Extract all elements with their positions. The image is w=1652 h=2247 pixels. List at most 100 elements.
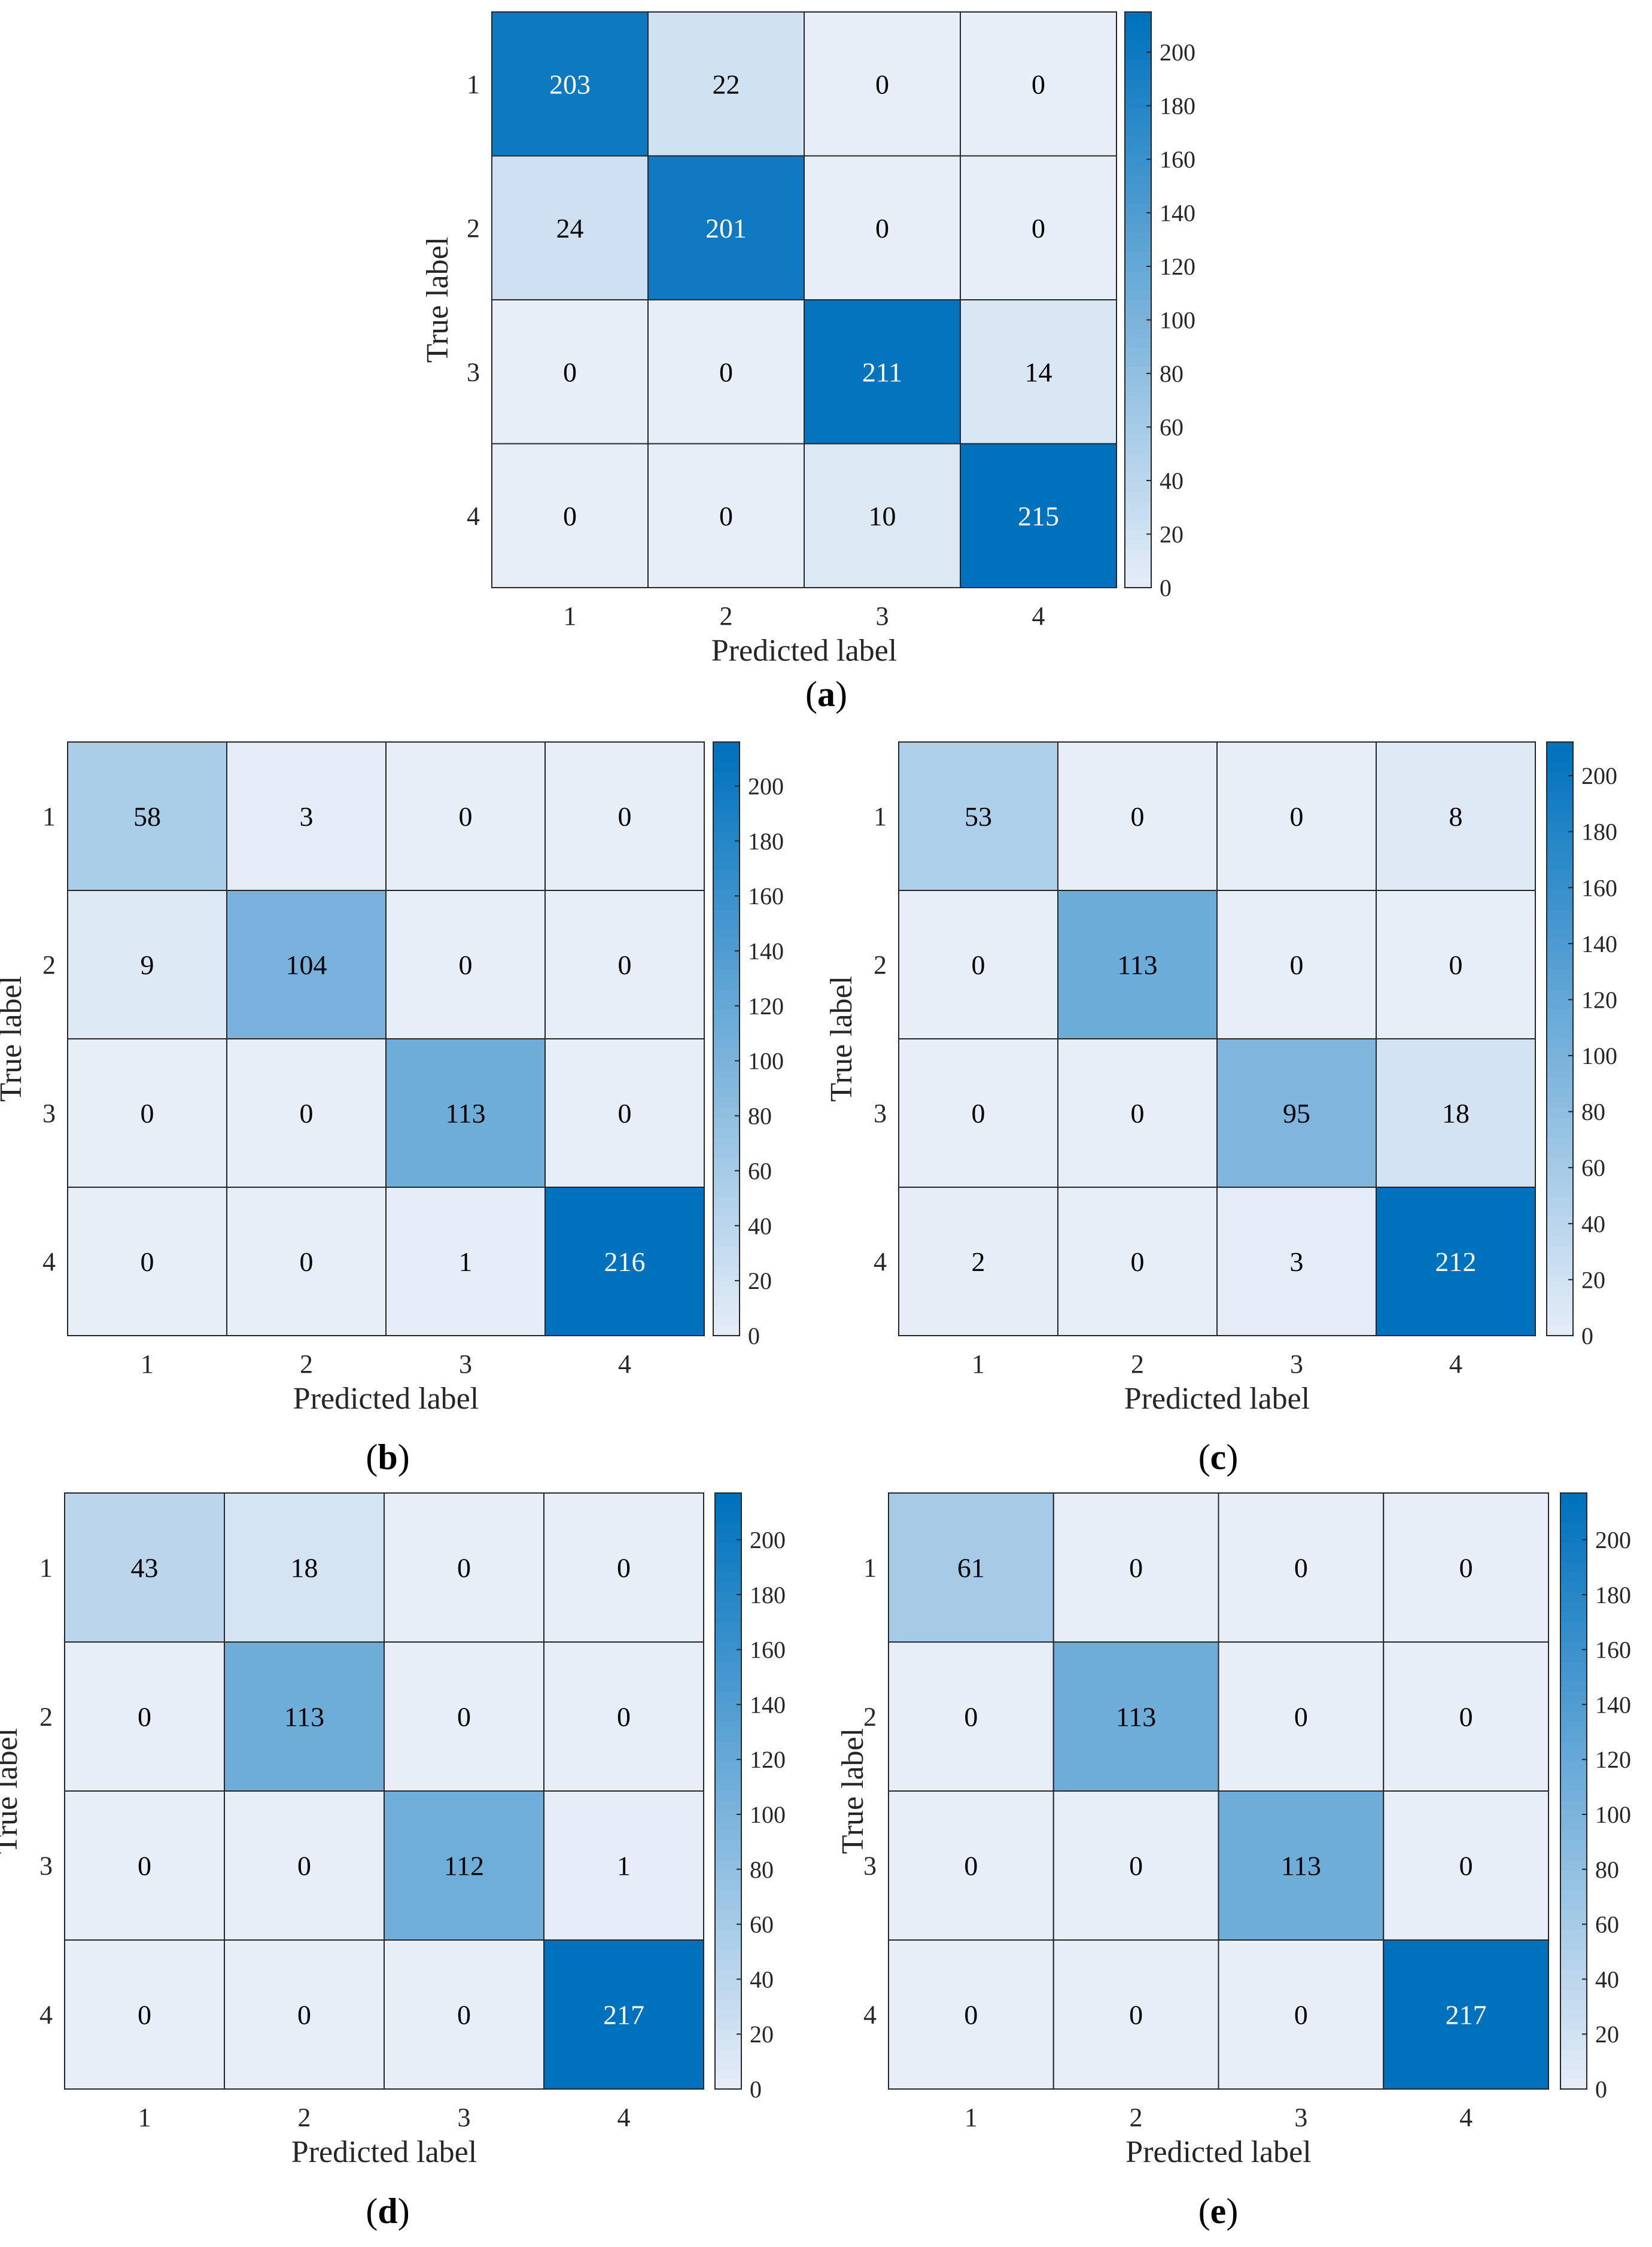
colorbar-slice-d-55 [715, 2039, 741, 2050]
colorbar-slice-a-26 [1125, 261, 1151, 272]
colorbar-slice-c-20 [1547, 939, 1573, 951]
colorbar-slice-c-7 [1547, 811, 1573, 822]
colorbar-slice-b-22 [713, 959, 740, 971]
colorbar-tick-d-5: 100 [750, 1801, 786, 1828]
colorbar-slice-d-2 [715, 1513, 741, 1524]
cell-value-e-r1-c3: 0 [1294, 1553, 1308, 1583]
cell-d-r4-c2 [224, 1939, 385, 2090]
cell-value-e-r2-c2: 113 [1116, 1702, 1156, 1732]
cell-value-d-r1-c4: 0 [617, 1553, 631, 1583]
colorbar-tick-c-7: 140 [1581, 931, 1617, 957]
colorbar-slice-b-18 [713, 920, 740, 931]
colorbar-slice-e-29 [1560, 1781, 1587, 1792]
colorbar-slice-c-44 [1547, 1177, 1573, 1188]
colorbar-slice-e-52 [1560, 2009, 1587, 2020]
colorbar-slice-b-29 [713, 1029, 740, 1039]
colorbar-slice-b-56 [713, 1296, 740, 1307]
row-tick-a-3: 3 [467, 357, 480, 387]
row-tick-a-4: 4 [467, 501, 480, 531]
cell-value-c-r4-c2: 0 [1131, 1246, 1145, 1277]
colorbar-tick-a-7: 140 [1160, 200, 1195, 227]
colorbar-slice-b-36 [713, 1098, 740, 1109]
colorbar-slice-c-43 [1547, 1167, 1573, 1178]
colorbar-slice-c-38 [1547, 1118, 1573, 1129]
colorbar-slice-c-28 [1547, 1018, 1573, 1030]
colorbar-slice-e-41 [1560, 1900, 1587, 1911]
colorbar-slice-e-23 [1560, 1721, 1587, 1732]
colorbar-frame-d [714, 1492, 742, 2090]
colorbar-slice-a-7 [1125, 79, 1151, 90]
colorbar-slice-a-50 [1125, 491, 1151, 502]
colorbar-slice-d-7 [715, 1562, 741, 1573]
row-tick-c-4: 4 [874, 1247, 887, 1276]
colorbar-slice-a-48 [1125, 472, 1151, 483]
colorbar-slice-e-22 [1560, 1711, 1587, 1722]
colorbar-slice-a-51 [1125, 501, 1151, 512]
col-tick-d-1: 1 [138, 2103, 151, 2132]
colorbar-slice-d-56 [715, 2049, 741, 2060]
colorbar-slice-d-53 [715, 2019, 741, 2030]
cell-c-r4-c2 [1057, 1187, 1218, 1336]
colorbar-slice-d-12 [715, 1612, 741, 1623]
colorbar-slice-b-35 [713, 1088, 740, 1099]
cell-e-r4-c2 [1052, 1939, 1219, 2090]
cell-value-c-r1-c1: 53 [965, 801, 992, 832]
colorbar-slice-e-35 [1560, 1841, 1587, 1851]
cell-value-a-r1-c1: 203 [549, 69, 591, 99]
colorbar-slice-d-18 [715, 1671, 741, 1683]
colorbar-slice-e-24 [1560, 1731, 1587, 1742]
colorbar-slice-d-30 [715, 1791, 741, 1802]
colorbar-slice-c-17 [1547, 910, 1573, 921]
colorbar-tick-c-1: 20 [1581, 1266, 1605, 1293]
colorbar-slice-b-27 [713, 1009, 740, 1020]
cell-value-d-r1-c1: 43 [131, 1553, 159, 1583]
cell-a-r2-c2 [647, 155, 805, 300]
cell-d-r3-c1 [64, 1790, 225, 1941]
colorbar-slice-b-2 [713, 762, 740, 773]
colorbar-slice-d-26 [715, 1751, 741, 1762]
colorbar-slice-a-29 [1125, 290, 1151, 300]
cell-a-r1-c3 [804, 11, 961, 157]
colorbar-slice-d-47 [715, 1960, 741, 1971]
colorbar-tick-b-6: 120 [748, 993, 784, 1020]
colorbar-slice-b-25 [713, 989, 740, 1000]
colorbar-slice-c-24 [1547, 979, 1573, 990]
colorbar-slice-a-41 [1125, 405, 1151, 416]
col-tick-c-4: 4 [1449, 1349, 1462, 1379]
colorbar-slice-e-32 [1560, 1811, 1587, 1822]
row-tick-e-4: 4 [863, 2000, 877, 2030]
colorbar-tick-c-8: 160 [1581, 874, 1617, 901]
colorbar-slice-e-50 [1560, 1990, 1587, 2000]
row-tick-e-1: 1 [863, 1553, 877, 1583]
colorbar-slice-c-52 [1547, 1256, 1573, 1267]
colorbar-slice-c-35 [1547, 1088, 1573, 1099]
colorbar-slice-c-4 [1547, 782, 1573, 792]
cell-value-b-r1-c3: 0 [459, 801, 473, 832]
cell-value-e-r2-c3: 0 [1294, 1702, 1308, 1732]
cell-a-r2-c1 [491, 155, 649, 300]
colorbar-slice-c-15 [1547, 890, 1573, 901]
colorbar-tick-a-5: 100 [1160, 307, 1195, 334]
colorbar-slice-a-47 [1125, 463, 1151, 473]
caption-close-paren: ) [1226, 2191, 1238, 2231]
colorbar-slice-a-58 [1125, 568, 1151, 579]
cell-value-b-r3-c4: 0 [618, 1098, 632, 1129]
colorbar-slice-c-5 [1547, 791, 1573, 802]
colorbar-slice-c-57 [1547, 1306, 1573, 1316]
col-tick-b-3: 3 [459, 1349, 472, 1379]
row-tick-a-2: 2 [467, 214, 480, 243]
colorbar-slice-a-2 [1125, 31, 1151, 42]
caption-b: (b) [366, 1437, 409, 1477]
colorbar-slice-b-21 [713, 950, 740, 960]
cell-b-r1-c4 [544, 741, 705, 891]
colorbar-tick-e-0: 0 [1595, 2076, 1607, 2103]
colorbar-tick-c-2: 40 [1581, 1211, 1605, 1237]
cell-b-r3-c1 [67, 1038, 227, 1188]
colorbar-slice-c-46 [1547, 1197, 1573, 1208]
cell-value-d-r3-c2: 0 [297, 1851, 311, 1881]
colorbar-slice-c-31 [1547, 1048, 1573, 1060]
col-tick-d-4: 4 [617, 2103, 631, 2132]
colorbar-slice-b-9 [713, 831, 740, 842]
colorbar-slice-a-20 [1125, 203, 1151, 214]
